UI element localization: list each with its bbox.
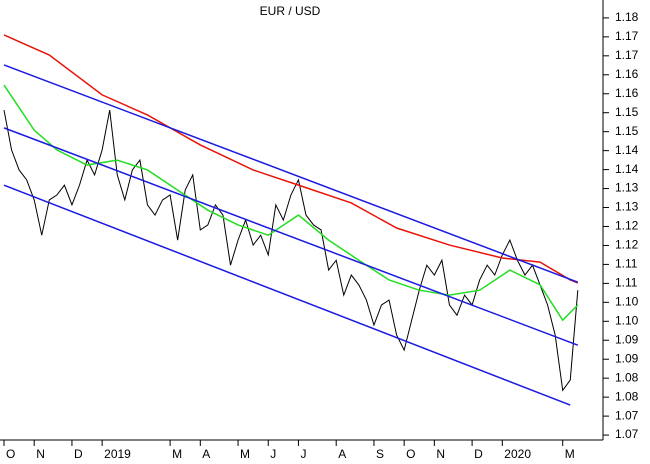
x-tick-label: O — [406, 447, 415, 461]
y-tick-label: 1.15 — [615, 124, 639, 138]
line-series — [3, 84, 579, 322]
y-tick-label: 1.10 — [615, 313, 639, 327]
x-tick-label: S — [376, 447, 384, 461]
line-series — [3, 127, 579, 346]
x-tick-label: 2019 — [104, 447, 131, 461]
x-tick-label: N — [36, 447, 45, 461]
y-tick-label: 1.11 — [615, 257, 638, 271]
y-tick-label: 1.15 — [615, 105, 639, 119]
x-tick-label: J — [270, 447, 276, 461]
y-tick-label: 1.11 — [615, 276, 638, 290]
x-tick-label: N — [436, 447, 445, 461]
line-series — [3, 184, 571, 406]
y-tick-label: 1.17 — [615, 48, 639, 62]
x-tick-label: A — [338, 447, 346, 461]
x-tick-label: 2020 — [504, 447, 531, 461]
y-tick-label: 1.18 — [615, 10, 639, 24]
y-tick-label: 1.07 — [615, 408, 639, 422]
y-tick-label: 1.16 — [615, 67, 639, 81]
x-tick-label: M — [172, 447, 182, 461]
y-tick-label: 1.09 — [615, 332, 639, 346]
y-tick-label: 1.14 — [615, 162, 639, 176]
x-tick-label: D — [474, 447, 483, 461]
y-tick-label: 1.07 — [615, 427, 639, 441]
x-tick-label: D — [74, 447, 83, 461]
y-tick-label: 1.16 — [615, 86, 639, 100]
y-tick-label: 1.13 — [615, 200, 639, 214]
y-tick-label: 1.08 — [615, 370, 639, 384]
x-tick-label: M — [240, 447, 250, 461]
y-tick-label: 1.13 — [615, 181, 639, 195]
y-tick-label: 1.12 — [615, 238, 639, 252]
chart-title: EUR / USD — [260, 4, 321, 18]
line-series — [3, 64, 579, 283]
y-tick-label: 1.14 — [615, 143, 639, 157]
x-tick-label: A — [202, 447, 210, 461]
y-tick-label: 1.08 — [615, 389, 639, 403]
y-tick-label: 1.12 — [615, 219, 639, 233]
x-tick-label: O — [6, 447, 15, 461]
x-tick-label: M — [565, 447, 575, 461]
x-tick-label: J — [300, 447, 306, 461]
line-series — [3, 109, 579, 392]
y-tick-label: 1.09 — [615, 351, 639, 365]
y-tick-label: 1.17 — [615, 29, 639, 43]
line-series — [3, 34, 579, 284]
y-tick-label: 1.10 — [615, 295, 639, 309]
